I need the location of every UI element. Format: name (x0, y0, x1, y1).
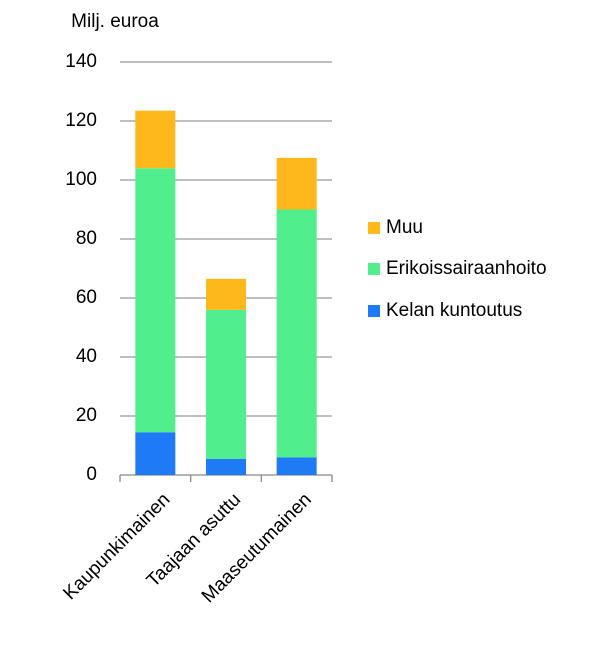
bar-segment (206, 309, 246, 459)
bar-segment (276, 157, 317, 210)
y-tick-label: 60 (76, 287, 97, 308)
bar-segment (135, 168, 176, 433)
bar-segment (206, 458, 246, 475)
legend-label: Kelan kuntoutus (386, 300, 522, 321)
y-tick-label: 0 (86, 464, 97, 485)
y-tick-label: 140 (65, 51, 97, 72)
legend-swatch (368, 305, 380, 317)
bar-segment (206, 278, 246, 310)
bar-segment (276, 209, 317, 458)
y-tick-label: 120 (65, 110, 97, 131)
y-tick-label: 80 (76, 228, 97, 249)
y-tick-label: 20 (76, 405, 97, 426)
bar-segment (135, 110, 176, 169)
y-axis-label: Milj. euroa (71, 11, 159, 32)
legend-label: Muu (386, 217, 423, 238)
y-tick-label: 100 (65, 169, 97, 190)
legend-swatch (368, 263, 380, 275)
y-tick-label: 40 (76, 346, 97, 367)
bar-segment (276, 457, 317, 475)
legend-swatch (368, 222, 380, 234)
legend-label: Erikoissairaanhoito (386, 258, 547, 279)
bar-segment (135, 432, 176, 475)
